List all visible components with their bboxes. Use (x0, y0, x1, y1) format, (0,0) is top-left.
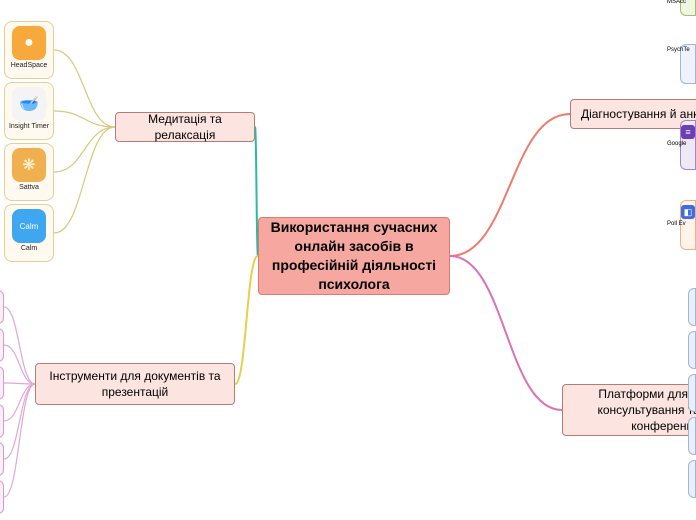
stub-icon: ≡ (681, 125, 695, 139)
right-bottom-stub-2[interactable] (688, 374, 696, 412)
left-bottom-stub-1[interactable] (0, 328, 4, 362)
app-icon: 🥣 (12, 87, 46, 121)
branch-label: Медитація та релаксація (124, 111, 246, 143)
branch-label: Платформи для онлайн-консультування та в… (571, 386, 696, 435)
app-tile-2[interactable]: ❋ Sattva (4, 143, 54, 201)
app-label: Insight Timer (9, 123, 49, 130)
app-tile-1[interactable]: 🥣 Insight Timer (4, 82, 54, 140)
stub-label: PsychTe (667, 47, 681, 53)
left-bottom-stub-2[interactable] (0, 366, 4, 400)
right-top-stub-0[interactable]: MSAcc (680, 0, 696, 16)
branch-b3[interactable]: Діагностування й анкетування (570, 99, 696, 129)
right-bottom-stub-4[interactable] (688, 460, 696, 498)
right-top-stub-1[interactable]: PsychTe (680, 44, 696, 84)
left-bottom-stub-3[interactable] (0, 404, 4, 438)
central-topic[interactable]: Використання сучасних онлайн засобів в п… (258, 217, 450, 295)
central-topic-label: Використання сучасних онлайн засобів в п… (267, 218, 441, 294)
mindmap-canvas[interactable]: Використання сучасних онлайн засобів в п… (0, 0, 696, 520)
stub-label: MSAcc (667, 0, 681, 5)
right-top-stub-2[interactable]: ≡Google (680, 120, 696, 170)
left-bottom-stub-4[interactable] (0, 442, 4, 476)
app-label: Calm (21, 245, 37, 252)
app-tile-0[interactable]: ● HeadSpace (4, 21, 54, 79)
app-tile-3[interactable]: Calm Calm (4, 204, 54, 262)
left-bottom-stub-0[interactable] (0, 290, 4, 324)
app-icon: Calm (12, 209, 46, 243)
app-icon: ● (12, 26, 46, 60)
app-icon: ❋ (12, 148, 46, 182)
branch-b1[interactable]: Медитація та релаксація (115, 112, 255, 142)
left-bottom-stub-5[interactable] (0, 480, 4, 514)
right-top-stub-3[interactable]: ◧Poll Ev (680, 200, 696, 250)
branch-b4[interactable]: Платформи для онлайн-консультування та в… (562, 384, 696, 436)
right-bottom-stub-3[interactable] (688, 417, 696, 455)
stub-label: Google (667, 141, 681, 147)
branch-label: Діагностування й анкетування (581, 106, 696, 122)
right-bottom-stub-1[interactable] (688, 331, 696, 369)
stub-icon: ◧ (681, 205, 695, 219)
right-bottom-stub-0[interactable] (688, 288, 696, 326)
app-label: Sattva (19, 184, 39, 191)
branch-label: Інструменти для документів та презентаці… (44, 368, 226, 400)
branch-b2[interactable]: Інструменти для документів та презентаці… (35, 363, 235, 405)
app-label: HeadSpace (11, 62, 48, 69)
stub-label: Poll Ev (667, 221, 681, 227)
